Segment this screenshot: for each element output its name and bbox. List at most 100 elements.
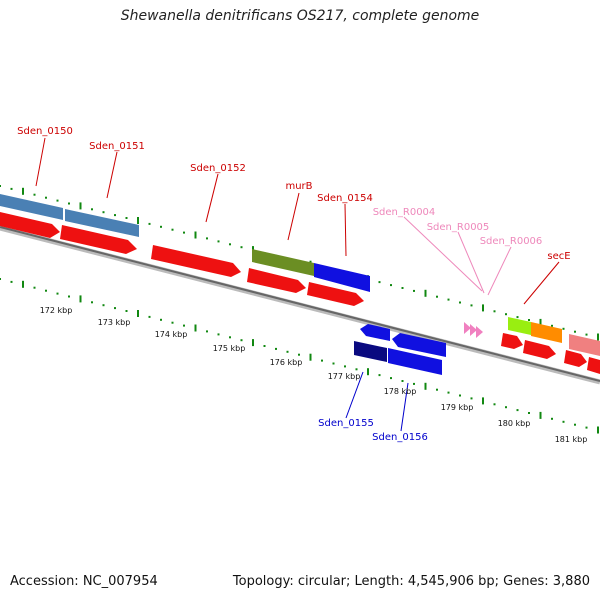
major-tick [22,187,24,195]
cds-arrow[interactable] [0,212,60,238]
minor-tick [562,420,565,423]
minor-tick [68,295,70,298]
label-sden-0151[interactable]: Sden_0151 [89,141,145,152]
rna-sden-r0006[interactable] [476,326,483,338]
minor-tick [45,196,47,199]
minor-tick [493,310,496,313]
rna-sden-r0005[interactable] [470,324,477,336]
gene-murb-box[interactable] [252,249,314,276]
label-sden-0152[interactable]: Sden_0152 [190,163,246,174]
minor-tick [505,313,507,316]
minor-tick [551,417,553,420]
label-sden-0155[interactable]: Sden_0155 [318,418,374,429]
cds-arrow[interactable] [60,225,137,254]
gene-salmon-box[interactable] [569,334,600,356]
minor-tick [459,394,461,397]
minor-tick [562,327,565,330]
minor-tick [298,353,300,356]
gene-sden-0154-box[interactable] [314,263,370,292]
minor-tick [332,362,335,365]
gene-sden-0156-arrow[interactable] [392,333,446,357]
minor-tick [160,318,162,321]
minor-tick [436,295,438,298]
minor-tick [0,185,1,187]
minor-tick [148,315,151,318]
cds-arrow[interactable] [564,350,587,367]
minor-tick [102,211,105,214]
minor-tick [148,222,151,225]
label-sden-r0006[interactable]: Sden_R0006 [480,236,543,247]
minor-tick [171,228,174,231]
minor-tick [390,377,392,380]
label-sden-0154[interactable]: Sden_0154 [317,193,373,204]
gene-sden-0151-box[interactable] [65,209,139,237]
scale-label: 176 kbp [270,358,303,367]
major-tick [539,318,542,326]
cds-arrow[interactable] [307,282,364,306]
minor-tick [217,240,220,243]
label-sden-0150[interactable]: Sden_0150 [17,126,73,137]
minor-tick [378,374,381,377]
minor-tick [355,368,358,371]
major-tick [79,202,82,210]
gene-sden-0156-box[interactable] [388,348,442,375]
minor-tick [0,278,1,280]
cds-arrow[interactable] [523,340,556,359]
major-tick [482,304,484,312]
minor-tick [33,193,36,196]
gene-sden-0155-arrow[interactable] [360,324,390,341]
minor-tick [10,187,13,190]
rna-sden-r0004[interactable] [464,322,471,334]
minor-tick [102,304,105,307]
minor-tick [585,333,588,336]
minor-tick [206,330,208,333]
minor-tick [125,310,128,312]
minor-tick [516,316,519,319]
minor-tick [114,214,116,217]
gene-row-red [0,212,600,374]
minor-tick [470,397,473,400]
minor-tick [459,301,461,304]
minor-tick [447,391,450,394]
major-tick [424,289,427,297]
major-tick [22,280,24,288]
major-tick [137,310,139,317]
gene-sece-green-box[interactable] [508,317,531,335]
label-sden-r0005[interactable]: Sden_R0005 [427,222,490,233]
scale-label: 173 kbp [98,318,131,327]
gene-sden-0155-box[interactable] [354,341,387,362]
gene-sece-orange-box[interactable] [531,322,562,343]
scale-labels: 172 kbp 173 kbp 174 kbp 175 kbp 176 kbp … [40,306,588,444]
minor-tick [171,321,174,324]
label-sece[interactable]: secE [547,251,570,262]
major-tick [252,339,254,347]
minor-tick [551,324,553,327]
cds-arrow[interactable] [151,245,241,277]
label-murb[interactable]: murB [285,181,312,192]
cds-arrow[interactable] [587,357,600,374]
minor-tick [91,301,93,304]
minor-tick [183,324,185,327]
scale-label: 181 kbp [555,435,588,444]
minor-tick [217,333,220,336]
minor-tick [229,336,231,339]
minor-tick [390,284,392,287]
cds-arrow[interactable] [247,268,306,293]
major-tick [424,382,427,390]
minor-tick [263,345,266,347]
rna-markers [464,322,483,338]
minor-tick [10,280,13,283]
major-tick [597,333,599,341]
major-tick [482,397,484,405]
gene-sden-0150-box[interactable] [0,194,63,220]
minor-tick [91,208,93,211]
scale-label: 177 kbp [328,372,361,381]
label-sden-r0004[interactable]: Sden_R0004 [373,207,436,218]
minor-tick [240,339,243,342]
minor-tick [45,289,47,292]
minor-tick [68,202,70,205]
label-sden-0156[interactable]: Sden_0156 [372,432,428,443]
accession-text: Accession: NC_007954 [10,574,158,589]
cds-arrow[interactable] [501,333,523,349]
